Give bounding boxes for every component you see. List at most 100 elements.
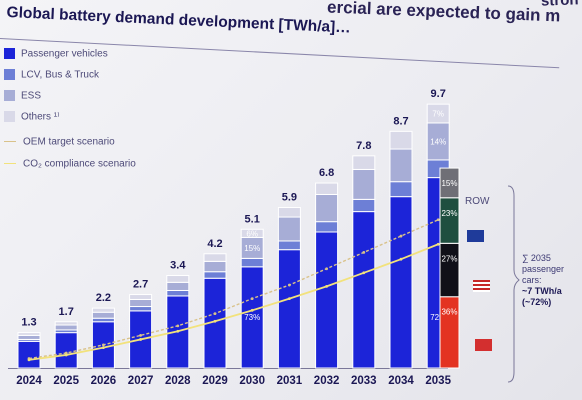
bar-total-label-2029: 4.2 xyxy=(207,238,222,250)
x-tick-label-2034: 2034 xyxy=(388,375,414,387)
scenario-point-co2-2031 xyxy=(288,297,291,301)
scenario-point-oem-2030 xyxy=(250,297,254,301)
region-pct-label-row: 15% xyxy=(441,179,457,188)
scenario-point-oem-2035 xyxy=(436,218,440,222)
bar-total-label-2033: 7.8 xyxy=(356,140,371,152)
bar-total-label-2032: 6.8 xyxy=(319,167,334,179)
summary-line-5: (~72%) xyxy=(522,297,552,307)
bar-lcv-2032 xyxy=(315,221,339,233)
legend-swatch-lcv xyxy=(4,69,15,81)
scenario-point-oem-2028 xyxy=(176,324,180,328)
bar-lcv-2029 xyxy=(203,271,227,279)
bar-total-label-2025: 1.7 xyxy=(59,306,74,318)
bar-ess-2025 xyxy=(54,324,78,331)
bar-ess-2031 xyxy=(277,216,301,242)
scenario-line-co2 xyxy=(28,243,439,361)
scenario-point-co2-2035 xyxy=(436,242,440,246)
x-tick-label-2035: 2035 xyxy=(425,375,451,387)
bar-ess-2033 xyxy=(352,168,376,200)
bar-total-label-2031: 5.9 xyxy=(282,192,297,204)
region-bar-us xyxy=(439,242,460,298)
bar-others-2031 xyxy=(277,207,301,218)
legend-label-lcv: LCV, Bus & Truck xyxy=(21,69,99,81)
bar-passenger-2025 xyxy=(54,332,78,369)
scenario-point-oem-2026 xyxy=(102,343,105,347)
bar-lcv-2033 xyxy=(352,198,376,213)
x-tick-label-2030: 2030 xyxy=(239,375,265,387)
legend-item-ess: ESS xyxy=(4,87,41,102)
summary-annotation: ∑ 2035 passenger cars: ~7 TWh/a (~72%) xyxy=(522,253,582,308)
scenario-point-co2-2026 xyxy=(102,346,105,349)
bar-ess-2024 xyxy=(17,334,41,340)
bar-others-2033 xyxy=(352,155,376,170)
bar-lcv-2030 xyxy=(240,257,264,268)
region-bar-row xyxy=(439,167,460,199)
bar-passenger-2031 xyxy=(277,249,301,369)
scenario-point-co2-2028 xyxy=(176,329,180,333)
bar-others-2025 xyxy=(54,321,78,326)
summary-line-4: ~7 TWh/a xyxy=(522,286,562,296)
bar-others-2028 xyxy=(166,275,190,283)
bar-ess-2027 xyxy=(129,298,153,308)
scenario-point-co2-2033 xyxy=(362,271,366,275)
bar-total-label-2028: 3.4 xyxy=(170,260,186,272)
summary-line-1: ∑ 2035 xyxy=(522,253,551,263)
bar-others-2024 xyxy=(17,332,41,336)
legend-swatch-others xyxy=(4,111,15,123)
legend-line-oem xyxy=(4,141,16,143)
bar-others-2035 xyxy=(426,103,450,124)
bar-ess-2028 xyxy=(166,281,190,291)
x-tick-label-2032: 2032 xyxy=(314,375,340,387)
scenario-point-co2-2025 xyxy=(64,353,68,357)
legend-label-co2: CO₂ compliance scenario xyxy=(23,158,136,170)
bar-passenger-2024 xyxy=(17,340,41,369)
eu-flag-icon xyxy=(467,230,484,242)
scenario-point-oem-2032 xyxy=(325,267,328,271)
row-label: ROW xyxy=(465,196,490,207)
x-tick-label-2029: 2029 xyxy=(202,375,228,387)
bar-lcv-2034 xyxy=(389,181,413,198)
legend-item-passenger: Passenger vehicles xyxy=(4,45,108,60)
scenario-point-oem-2027 xyxy=(139,333,143,337)
x-tick-label-2031: 2031 xyxy=(277,375,303,387)
bar-ess-2034 xyxy=(389,148,413,183)
bar-passenger-2032 xyxy=(315,231,339,369)
scenario-point-co2-2030 xyxy=(250,308,254,312)
legend-item-lcv: LCV, Bus & Truck xyxy=(4,66,99,81)
legend-swatch-passenger xyxy=(4,48,15,60)
bar-others-2030 xyxy=(240,228,264,238)
bar-total-label-2035: 9.7 xyxy=(431,88,446,100)
bar-total-label-2030: 5.1 xyxy=(245,213,260,225)
summary-line-3: cars: xyxy=(522,275,542,285)
region-bar-eu xyxy=(439,197,460,244)
bar-pct-label-passenger-2030: 73% xyxy=(244,313,260,322)
legend-swatch-ess xyxy=(4,90,15,102)
bar-pct-label-ess-2035: 14% xyxy=(430,137,446,146)
scenario-point-co2-2024 xyxy=(27,358,31,362)
bar-lcv-2031 xyxy=(277,240,301,251)
bar-lcv-2026 xyxy=(91,317,115,323)
legend-item-oem: OEM target scenario xyxy=(4,133,115,147)
legend-line-co2 xyxy=(4,163,16,165)
x-tick-label-2027: 2027 xyxy=(128,375,154,387)
region-pct-label-china: 36% xyxy=(441,308,457,317)
bar-pct-label-others-2035: 7% xyxy=(432,110,444,119)
bar-others-2029 xyxy=(203,253,227,262)
bar-ess-2032 xyxy=(315,193,339,223)
bar-passenger-2034 xyxy=(389,196,413,369)
bar-total-label-2024: 1.3 xyxy=(21,317,36,329)
legend-label-passenger: Passenger vehicles xyxy=(21,48,108,60)
legend-item-co2: CO₂ compliance scenario xyxy=(4,155,136,170)
scenario-point-oem-2029 xyxy=(213,312,217,315)
china-flag-icon xyxy=(475,339,492,351)
bar-lcv-2027 xyxy=(129,306,153,312)
bar-ess-2029 xyxy=(203,260,227,273)
bar-passenger-2033 xyxy=(352,211,376,369)
region-pct-label-eu: 23% xyxy=(441,209,457,218)
bar-others-2027 xyxy=(129,294,153,300)
bar-total-label-2026: 2.2 xyxy=(96,292,111,304)
legend-label-others: Others ¹⁾ xyxy=(21,111,60,123)
scenario-point-co2-2034 xyxy=(399,257,403,261)
scenario-line-oem xyxy=(28,219,439,360)
